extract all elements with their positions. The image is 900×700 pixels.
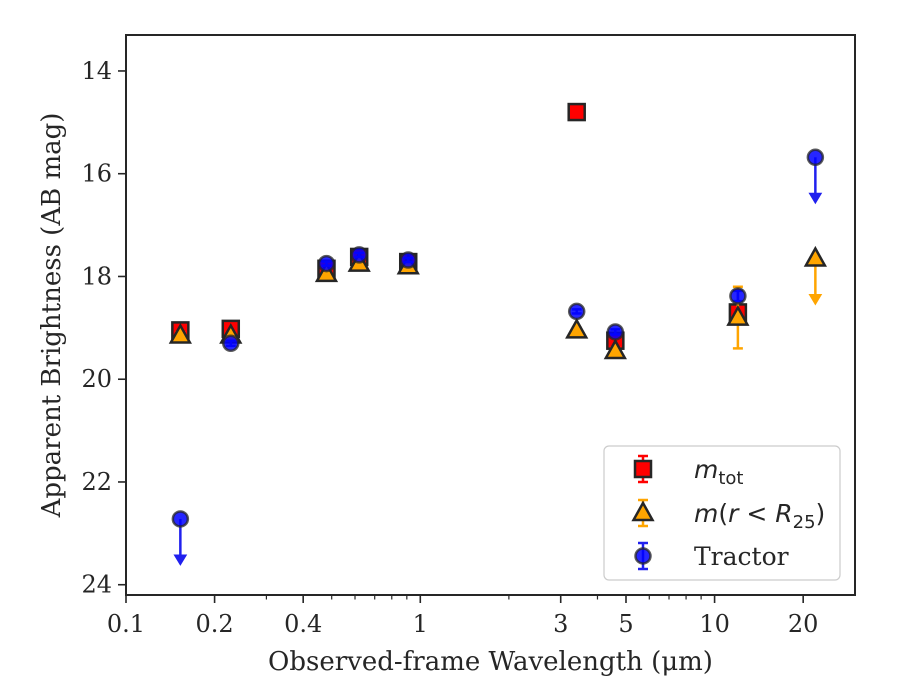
- x-tick-label: 1: [413, 610, 428, 638]
- legend-marker: [634, 547, 652, 565]
- data-point: [171, 510, 190, 528]
- data-point: [726, 305, 750, 326]
- x-tick-label: 0.4: [284, 610, 322, 638]
- y-tick-label: 18: [81, 262, 112, 290]
- data-point: [803, 245, 827, 267]
- data-point: [168, 322, 192, 344]
- data-point: [565, 317, 589, 339]
- x-tick-label: 5: [618, 610, 633, 638]
- legend-marker: [633, 459, 653, 479]
- y-tick-label: 14: [81, 57, 112, 85]
- x-tick-label: 20: [788, 610, 819, 638]
- x-tick-label: 0.2: [196, 610, 234, 638]
- data-point: [399, 251, 417, 269]
- series-circle: [171, 148, 825, 566]
- y-tick-label: 16: [81, 160, 112, 188]
- axes-frame: [125, 34, 856, 596]
- data-point: [314, 261, 339, 283]
- upper-limit-arrowhead: [173, 554, 188, 566]
- legend-label: m(r < R25): [694, 499, 825, 533]
- legend-label: mtot: [694, 455, 744, 489]
- x-tick-label: 10: [699, 610, 730, 638]
- y-tick-label: 24: [81, 571, 112, 599]
- legend-marker: [631, 500, 655, 522]
- data-point: [729, 287, 747, 305]
- data-point: [606, 323, 625, 341]
- data-point: [806, 148, 825, 167]
- data-point: [222, 334, 240, 353]
- data-point: [567, 102, 586, 122]
- legend: mtot m(r < R25) Tractor: [603, 445, 841, 581]
- legend-label: Tractor: [694, 542, 789, 571]
- data-point: [567, 302, 586, 321]
- x-tick-label: 3: [553, 610, 568, 638]
- y-axis-label: Apparent Brightness (AB mag): [37, 113, 67, 519]
- x-tick-label: 0.1: [107, 610, 145, 638]
- y-tick-label: 20: [81, 365, 112, 393]
- x-axis-label: Observed-frame Wavelength (μm): [268, 647, 713, 677]
- data-point: [350, 246, 368, 264]
- upper-limit-arrowhead: [808, 192, 823, 205]
- data-point: [603, 338, 627, 360]
- upper-limit-arrowhead: [808, 293, 823, 306]
- y-axis: 14 16 18 20 22 24: [81, 57, 126, 599]
- plot-area: [168, 102, 827, 566]
- data-point: [317, 254, 336, 273]
- x-axis: 0.1 0.2 0.4 1 3 5 10 20: [107, 595, 819, 638]
- legend-box: [603, 445, 841, 581]
- y-tick-label: 22: [81, 468, 112, 496]
